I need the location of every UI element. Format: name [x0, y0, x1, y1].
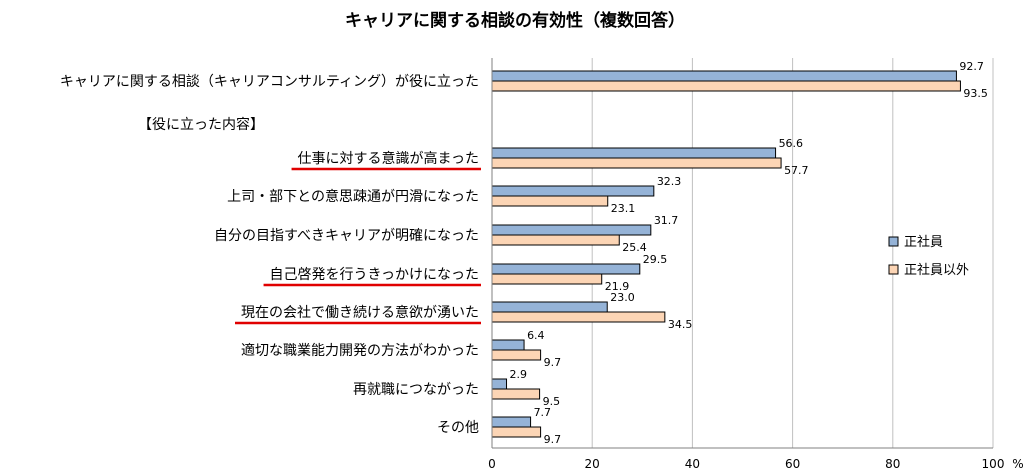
data-label: 92.7	[959, 60, 984, 73]
x-tick-label: 0	[488, 457, 496, 471]
bar	[491, 234, 620, 246]
category-label: その他	[437, 420, 479, 436]
bar	[491, 195, 609, 207]
data-label: 31.7	[654, 214, 679, 227]
bar	[491, 80, 961, 92]
bar	[491, 311, 666, 323]
category-label: 自分の目指すべきキャリアが明確になった	[214, 228, 479, 244]
bar	[491, 147, 777, 159]
data-label: 34.5	[668, 318, 693, 331]
x-tick-label: 80	[885, 457, 900, 471]
data-label: 7.7	[534, 406, 552, 419]
data-label: 21.9	[605, 280, 630, 293]
data-label: 2.9	[510, 368, 528, 381]
data-label: 9.7	[544, 356, 562, 369]
data-label: 93.5	[963, 87, 988, 100]
legend-label: 正社員以外	[904, 262, 969, 278]
bar	[491, 70, 957, 82]
bar	[491, 263, 641, 275]
data-label: 25.4	[622, 241, 647, 254]
bar	[491, 185, 655, 197]
data-label: 6.4	[527, 329, 545, 342]
bar	[491, 388, 541, 400]
category-label: 再就職につながった	[353, 382, 479, 398]
bar	[491, 157, 782, 169]
category-label: 適切な職業能力開発の方法がわかった	[241, 342, 479, 359]
data-label: 29.5	[643, 253, 668, 266]
category-label: キャリアに関する相談（キャリアコンサルティング）が役に立った	[60, 74, 479, 90]
x-tick-label: 20	[585, 457, 600, 471]
bar	[491, 349, 542, 361]
bar	[491, 224, 652, 236]
bars: 92.7 93.5 56.6 57.7 32.3 23.1 31.7 25.429.5 21.9…	[491, 60, 988, 446]
x-tick-label: 40	[685, 457, 700, 471]
bar	[491, 416, 532, 428]
data-label: 57.7	[784, 164, 809, 177]
x-axis: 0 20 40 60 80 100%	[488, 58, 1024, 471]
category-labels: キャリアに関する相談（キャリアコンサルティング）が役に立った仕事に対する意識が高…	[60, 74, 481, 436]
chart-title: キャリアに関する相談の有効性（複数回答）	[345, 11, 685, 31]
x-axis-unit: %	[1012, 457, 1023, 471]
x-tick-label: 60	[785, 457, 800, 471]
bar	[491, 301, 608, 313]
x-tick-label: 100	[982, 457, 1005, 471]
data-label: 56.6	[779, 137, 804, 150]
legend-label: 正社員	[904, 234, 943, 250]
bar	[491, 339, 525, 351]
bar	[491, 426, 542, 438]
data-label: 9.5	[543, 395, 561, 408]
section-header: 【役に立った内容】	[138, 116, 264, 133]
bar	[491, 378, 508, 390]
data-label: 32.3	[657, 175, 682, 188]
category-label: 仕事に対する意識が高まった	[298, 150, 479, 167]
data-label: 23.0	[610, 291, 635, 304]
grid-lines	[591, 58, 994, 448]
bar	[491, 273, 603, 285]
data-label: 23.1	[611, 202, 636, 215]
legend-swatch	[888, 264, 899, 275]
legend-swatch	[888, 236, 899, 247]
category-label: 現在の会社で働き続ける意欲が湧いた	[241, 304, 479, 321]
category-label: 上司・部下との意思疎通が円滑になった	[227, 188, 479, 205]
category-label: 自己啓発を行うきっかけになった	[270, 267, 479, 283]
data-label: 9.7	[544, 433, 562, 446]
